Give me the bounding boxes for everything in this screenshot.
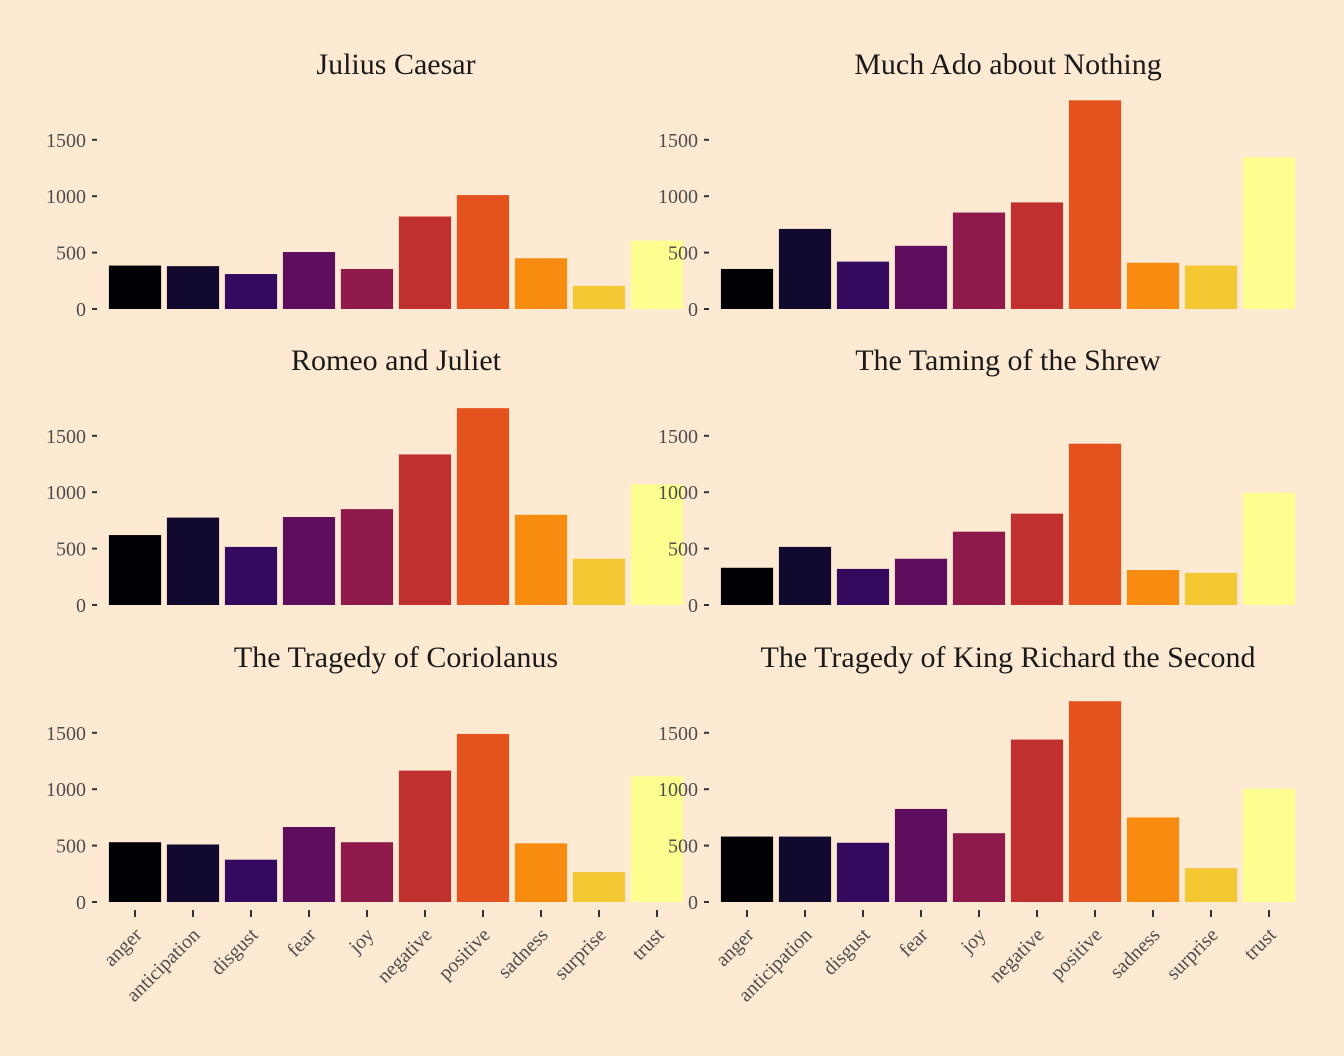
bar-disgust <box>224 859 278 902</box>
bar-surprise <box>1184 868 1238 902</box>
bar-anticipation <box>778 228 832 309</box>
bar-anger <box>108 535 162 605</box>
bar-sadness <box>1126 262 1180 309</box>
bar-sadness <box>514 514 568 605</box>
chart-panel: Much Ado about Nothing 0 500 1000 1500 <box>658 48 1296 321</box>
bar-anticipation <box>166 844 220 902</box>
y-tick-label: 1000 <box>658 482 698 504</box>
bar-negative <box>398 770 452 902</box>
chart-panel: Romeo and Juliet 0 500 1000 1500 <box>46 344 684 617</box>
bar-surprise <box>572 285 626 309</box>
bar-positive <box>456 195 510 309</box>
bar-joy <box>340 509 394 605</box>
bar-trust <box>1242 157 1296 309</box>
chart-panel: Julius Caesar 0 500 1000 1500 <box>46 48 684 321</box>
bar-negative <box>1010 513 1064 605</box>
bar-positive <box>1068 701 1122 902</box>
y-tick-label: 0 <box>688 299 698 321</box>
bar-negative <box>1010 739 1064 902</box>
bar-surprise <box>1184 572 1238 605</box>
bar-fear <box>894 808 948 902</box>
panel-title: Much Ado about Nothing <box>854 48 1162 81</box>
bar-negative <box>398 454 452 605</box>
y-tick-label: 1500 <box>46 426 86 448</box>
bar-anger <box>108 842 162 902</box>
bar-anticipation <box>778 836 832 902</box>
bar-fear <box>894 558 948 605</box>
bar-sadness <box>514 258 568 309</box>
bar-fear <box>282 826 336 902</box>
bar-joy <box>952 531 1006 605</box>
bar-fear <box>894 245 948 309</box>
y-tick-label: 1500 <box>658 130 698 152</box>
bar-negative <box>398 216 452 309</box>
bar-fear <box>282 252 336 309</box>
y-tick-label: 1500 <box>46 723 86 745</box>
bar-positive <box>456 408 510 605</box>
y-tick-label: 0 <box>76 892 86 914</box>
bar-sadness <box>1126 817 1180 902</box>
bar-anger <box>720 268 774 309</box>
y-tick-label: 1500 <box>658 426 698 448</box>
y-tick-label: 0 <box>688 595 698 617</box>
chart-panel: The Taming of the Shrew 0 500 1000 1500 <box>658 344 1296 617</box>
bar-joy <box>952 212 1006 309</box>
y-tick-label: 1000 <box>658 779 698 801</box>
y-tick-label: 1000 <box>46 482 86 504</box>
bar-joy <box>952 833 1006 902</box>
y-tick-label: 1000 <box>658 186 698 208</box>
bar-sadness <box>514 843 568 902</box>
y-tick-label: 500 <box>668 836 698 858</box>
y-tick-label: 0 <box>76 299 86 321</box>
bar-anger <box>720 567 774 605</box>
y-tick-label: 500 <box>668 243 698 265</box>
bar-anger <box>108 265 162 309</box>
y-tick-label: 1000 <box>46 779 86 801</box>
panel-title: Julius Caesar <box>316 48 475 81</box>
bar-disgust <box>836 568 890 605</box>
y-tick-label: 0 <box>76 595 86 617</box>
y-tick-label: 500 <box>56 243 86 265</box>
bar-disgust <box>224 274 278 309</box>
bar-trust <box>1242 492 1296 605</box>
bar-anticipation <box>778 546 832 605</box>
bar-trust <box>630 484 684 605</box>
bar-positive <box>456 733 510 902</box>
bar-sadness <box>1126 570 1180 605</box>
panel-title: The Tragedy of King Richard the Second <box>761 641 1256 674</box>
bar-surprise <box>572 872 626 902</box>
panel-title: Romeo and Juliet <box>291 344 502 377</box>
bar-joy <box>340 842 394 902</box>
bar-anticipation <box>166 517 220 605</box>
bar-disgust <box>224 546 278 605</box>
bar-negative <box>1010 202 1064 309</box>
bar-disgust <box>836 842 890 902</box>
bar-positive <box>1068 443 1122 605</box>
bar-trust <box>630 776 684 902</box>
y-tick-label: 500 <box>56 836 86 858</box>
bar-fear <box>282 517 336 605</box>
bar-trust <box>630 240 684 309</box>
bar-disgust <box>836 261 890 309</box>
panel-title: The Taming of the Shrew <box>855 344 1161 377</box>
y-tick-label: 1500 <box>658 723 698 745</box>
bar-surprise <box>572 558 626 605</box>
y-tick-label: 500 <box>668 539 698 561</box>
y-tick-label: 500 <box>56 539 86 561</box>
bar-trust <box>1242 788 1296 902</box>
y-tick-label: 0 <box>688 892 698 914</box>
y-tick-label: 1000 <box>46 186 86 208</box>
y-tick-label: 1500 <box>46 130 86 152</box>
bar-anger <box>720 836 774 902</box>
bar-surprise <box>1184 265 1238 309</box>
bar-anticipation <box>166 266 220 309</box>
panel-title: The Tragedy of Coriolanus <box>234 641 558 674</box>
bar-positive <box>1068 100 1122 309</box>
bar-joy <box>340 268 394 309</box>
